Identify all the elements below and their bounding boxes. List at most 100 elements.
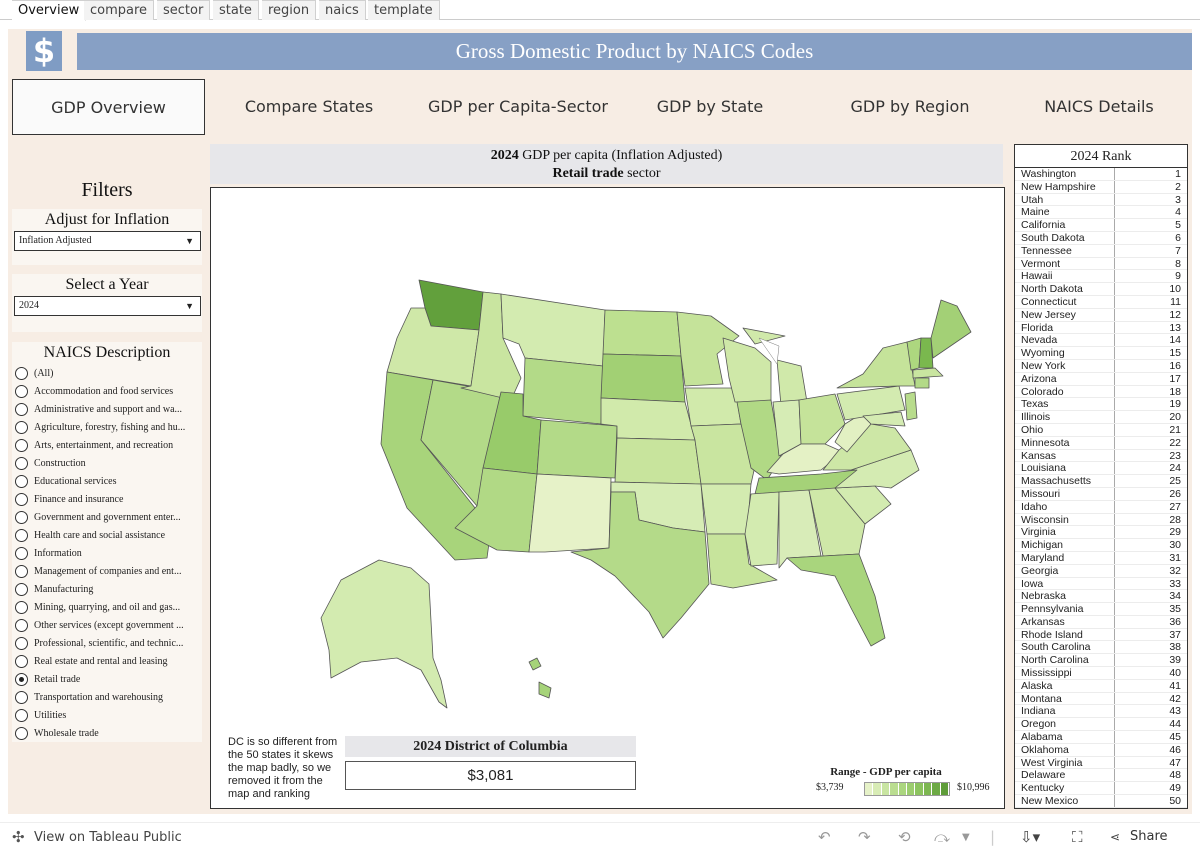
rank-row[interactable]: New Mexico 50 [1015, 795, 1187, 808]
naics-option[interactable]: Government and government enter... [12, 508, 202, 526]
radio-button-icon[interactable] [15, 618, 28, 632]
rank-row[interactable]: Louisiana 24 [1015, 462, 1187, 476]
radio-button-icon[interactable] [15, 654, 28, 668]
rank-row[interactable]: New Hampshire 2 [1015, 180, 1187, 194]
naics-option[interactable]: Transportation and warehousing [12, 688, 202, 706]
naics-option[interactable]: Real estate and rental and leasing [12, 652, 202, 670]
rank-row[interactable]: Maryland 31 [1015, 551, 1187, 565]
radio-button-icon[interactable] [15, 384, 28, 398]
undo-icon[interactable]: ↶ [818, 828, 831, 846]
refresh-icon[interactable]: ⤼ [934, 828, 951, 846]
inflation-dropdown[interactable]: Inflation Adjusted ▼ [14, 231, 201, 251]
tab-state[interactable]: state [213, 0, 259, 20]
rank-row[interactable]: Nebraska 34 [1015, 590, 1187, 604]
download-icon[interactable]: ⇩▾ [1020, 828, 1041, 846]
rank-row[interactable]: Pennsylvania 35 [1015, 603, 1187, 616]
radio-button-icon[interactable] [15, 420, 28, 434]
rank-row[interactable]: Montana 42 [1015, 692, 1187, 706]
nav-gdp-by-region[interactable]: GDP by Region [850, 97, 970, 116]
naics-option[interactable]: Finance and insurance [12, 490, 202, 508]
year-dropdown[interactable]: 2024 ▼ [14, 296, 201, 316]
naics-option[interactable]: Agriculture, forestry, fishing and hu... [12, 418, 202, 436]
rank-row[interactable]: Hawaii 9 [1015, 270, 1187, 284]
fullscreen-icon[interactable]: ⛶ [1072, 828, 1083, 846]
rank-row[interactable]: Mississippi 40 [1015, 667, 1187, 680]
redo-icon[interactable]: ↷ [858, 828, 871, 846]
naics-option[interactable]: Manufacturing [12, 580, 202, 598]
naics-option[interactable]: Retail trade [12, 670, 202, 688]
tab-template[interactable]: template [368, 0, 440, 20]
view-on-tableau-link[interactable]: View on Tableau Public [34, 830, 182, 845]
rank-row[interactable]: California 5 [1015, 219, 1187, 232]
rank-row[interactable]: Washington 1 [1015, 168, 1187, 181]
chevron-down-icon[interactable]: ▼ [962, 832, 970, 843]
radio-button-icon[interactable] [15, 636, 28, 650]
radio-button-icon[interactable] [15, 456, 28, 470]
rank-row[interactable]: South Carolina 38 [1015, 641, 1187, 655]
rank-row[interactable]: Wisconsin 28 [1015, 513, 1187, 527]
rank-row[interactable]: Arkansas 36 [1015, 615, 1187, 629]
radio-button-icon[interactable] [15, 708, 28, 722]
naics-option[interactable]: Accommodation and food services [12, 382, 202, 400]
naics-option[interactable]: Professional, scientific, and technic... [12, 634, 202, 652]
tab-region[interactable]: region [262, 0, 317, 20]
tab-naics[interactable]: naics [319, 0, 366, 20]
naics-option[interactable]: (All) [12, 364, 202, 382]
naics-option[interactable]: Educational services [12, 472, 202, 490]
radio-button-icon[interactable] [15, 726, 28, 740]
rank-row[interactable]: Kansas 23 [1015, 449, 1187, 463]
rank-row[interactable]: West Virginia 47 [1015, 756, 1187, 770]
rank-row[interactable]: Alaska 41 [1015, 679, 1187, 693]
radio-button-icon[interactable] [15, 438, 28, 452]
rank-row[interactable]: Alabama 45 [1015, 731, 1187, 744]
rank-row[interactable]: Massachusetts 25 [1015, 475, 1187, 488]
tab-compare[interactable]: compare [84, 0, 155, 20]
rank-row[interactable]: Vermont 8 [1015, 257, 1187, 271]
nav-compare-states[interactable]: Compare States [244, 97, 374, 116]
rank-row[interactable]: Texas 19 [1015, 398, 1187, 412]
rank-row[interactable]: Minnesota 22 [1015, 436, 1187, 450]
naics-option[interactable]: Other services (except government ... [12, 616, 202, 634]
naics-option[interactable]: Management of companies and ent... [12, 562, 202, 580]
radio-button-icon[interactable] [15, 582, 28, 596]
share-button[interactable]: Share [1130, 829, 1168, 844]
rank-row[interactable]: Arizona 17 [1015, 372, 1187, 386]
rank-row[interactable]: Iowa 33 [1015, 577, 1187, 591]
rank-row[interactable]: Michigan 30 [1015, 539, 1187, 552]
rank-row[interactable]: Connecticut 11 [1015, 295, 1187, 309]
naics-option[interactable]: Health care and social assistance [12, 526, 202, 544]
us-choropleth-map[interactable] [211, 188, 1006, 808]
radio-button-icon[interactable] [15, 600, 28, 614]
naics-option[interactable]: Wholesale trade [12, 724, 202, 742]
revert-icon[interactable]: ⟲ [898, 828, 911, 846]
naics-option[interactable]: Mining, quarrying, and oil and gas... [12, 598, 202, 616]
radio-button-icon[interactable] [15, 690, 28, 704]
share-icon[interactable]: ⋖ [1110, 830, 1121, 844]
rank-row[interactable]: Colorado 18 [1015, 385, 1187, 399]
rank-row[interactable]: Missouri 26 [1015, 487, 1187, 501]
nav-gdp-per-capita-sector[interactable]: GDP per Capita-Sector [428, 97, 608, 116]
nav-naics-details[interactable]: NAICS Details [1044, 97, 1154, 116]
radio-button-icon[interactable] [15, 564, 28, 578]
tab-overview[interactable]: Overview [12, 0, 87, 21]
radio-button-icon[interactable] [15, 366, 28, 380]
rank-row[interactable]: Oklahoma 46 [1015, 743, 1187, 757]
rank-row[interactable]: Nevada 14 [1015, 334, 1187, 348]
radio-button-icon[interactable] [15, 474, 28, 488]
rank-row[interactable]: Georgia 32 [1015, 564, 1187, 578]
radio-button-icon[interactable] [15, 546, 28, 560]
rank-row[interactable]: Illinois 20 [1015, 411, 1187, 424]
rank-row[interactable]: Delaware 48 [1015, 769, 1187, 783]
naics-option[interactable]: Utilities [12, 706, 202, 724]
rank-row[interactable]: Idaho 27 [1015, 500, 1187, 514]
naics-option[interactable]: Construction [12, 454, 202, 472]
nav-gdp-overview[interactable]: GDP Overview [12, 79, 205, 135]
rank-row[interactable]: Rhode Island 37 [1015, 628, 1187, 642]
rank-row[interactable]: Ohio 21 [1015, 423, 1187, 437]
rank-row[interactable]: Maine 4 [1015, 206, 1187, 220]
naics-option[interactable]: Administrative and support and wa... [12, 400, 202, 418]
rank-row[interactable]: Tennessee 7 [1015, 244, 1187, 258]
rank-row[interactable]: Wyoming 15 [1015, 347, 1187, 360]
rank-row[interactable]: Virginia 29 [1015, 526, 1187, 540]
rank-row[interactable]: North Dakota 10 [1015, 283, 1187, 296]
